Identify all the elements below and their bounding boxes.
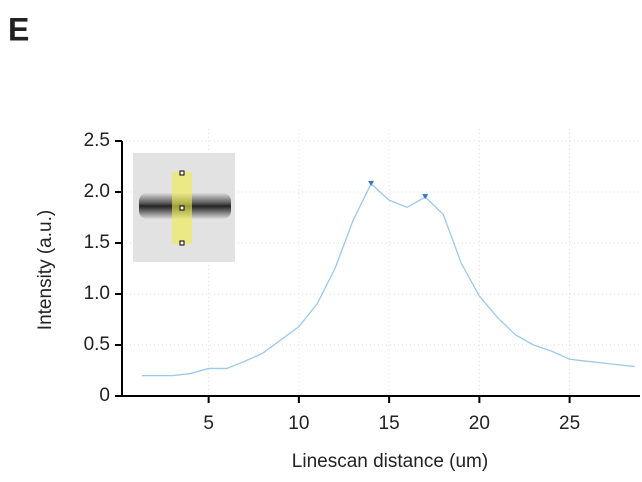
- x-tick-label: 15: [379, 413, 400, 434]
- peak-marker: [422, 194, 429, 200]
- y-tick-label: 1.5: [84, 232, 110, 253]
- x-tick-label: 10: [288, 413, 309, 434]
- y-tick-label: 0: [99, 385, 110, 406]
- y-axis-label: Intensity (a.u.): [35, 210, 56, 330]
- x-tick-label: 5: [203, 413, 214, 434]
- line-series: [141, 182, 635, 377]
- y-tick-label: 1.0: [84, 283, 110, 304]
- x-tick-label: 25: [559, 413, 580, 434]
- x-axis-label: Linescan distance (um): [292, 451, 488, 472]
- peak-marker: [368, 180, 375, 186]
- inset-image: [133, 153, 235, 262]
- y-tick-label: 2.5: [84, 130, 110, 151]
- x-tick-label: 20: [469, 413, 490, 434]
- y-tick-label: 0.5: [84, 334, 110, 355]
- panel-label: E: [8, 11, 29, 47]
- y-tick-label: 2.0: [84, 181, 110, 202]
